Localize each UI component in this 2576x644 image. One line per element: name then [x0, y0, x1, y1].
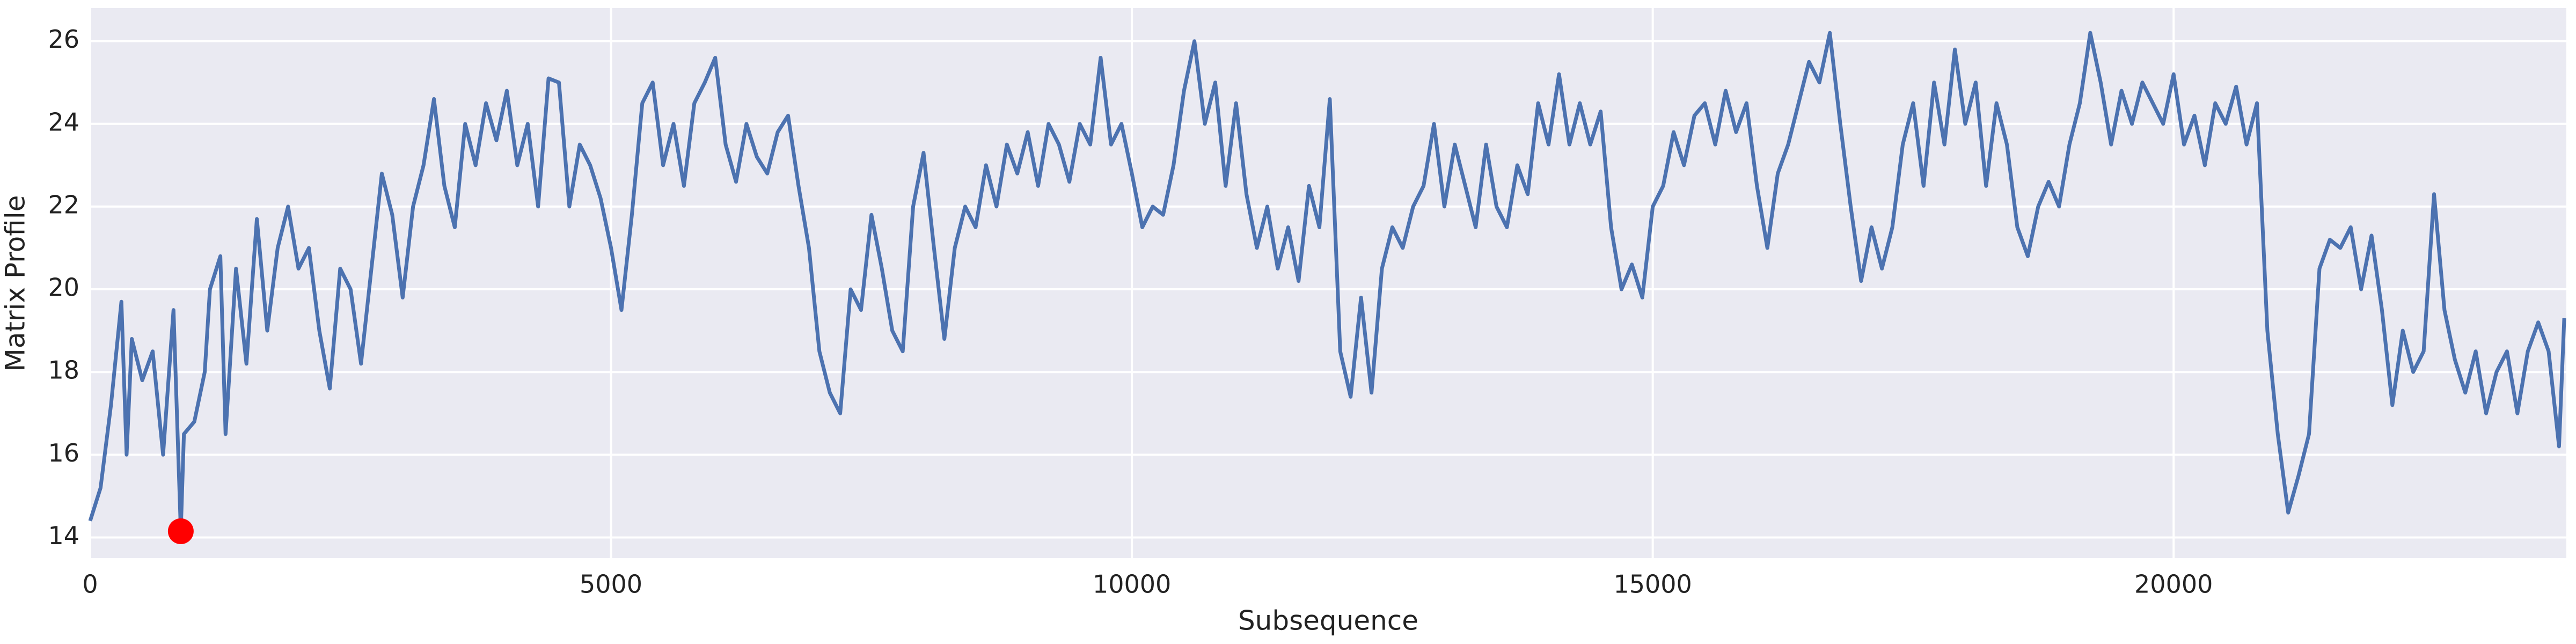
- x-tick-label: 20000: [2134, 570, 2213, 599]
- y-tick-label: 16: [48, 438, 79, 467]
- x-tick-label: 10000: [1093, 570, 1171, 599]
- y-tick-label: 22: [48, 190, 79, 219]
- x-tick-label: 15000: [1613, 570, 1692, 599]
- x-axis-label: Subsequence: [1238, 605, 1418, 636]
- data-line: [88, 31, 2566, 533]
- y-tick-label: 14: [48, 521, 79, 550]
- x-tick-label: 5000: [580, 570, 642, 599]
- y-tick-label: 24: [48, 107, 79, 136]
- x-tick-label: 0: [82, 570, 98, 599]
- y-tick-label: 26: [48, 25, 79, 54]
- y-axis-label: Matrix Profile: [0, 195, 31, 372]
- y-tick-label: 20: [48, 273, 79, 302]
- highlight-point: [167, 518, 194, 544]
- plot-area: [90, 8, 2566, 558]
- y-tick-label: 18: [48, 356, 79, 385]
